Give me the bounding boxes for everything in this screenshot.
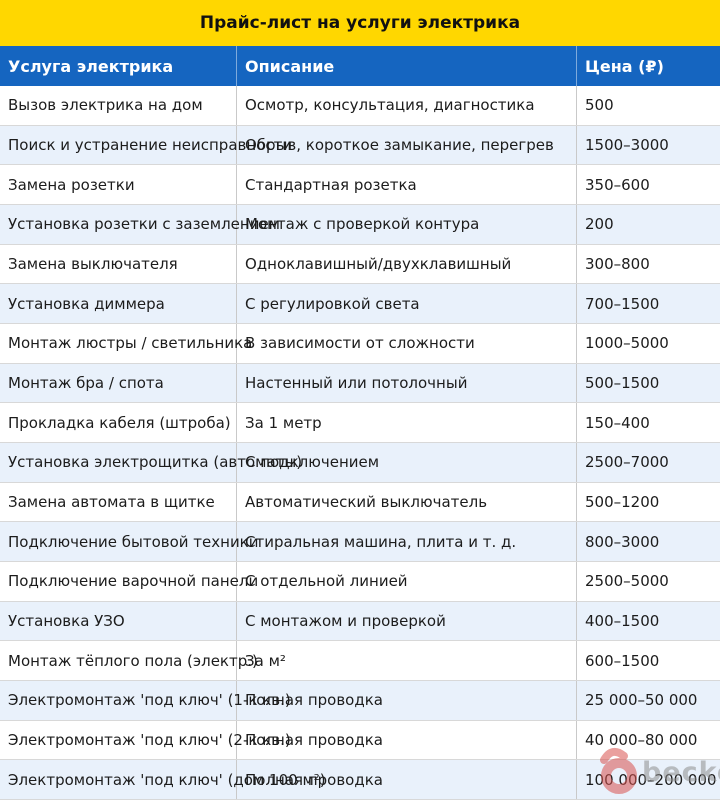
price-cell: 500–1200 xyxy=(585,492,660,511)
table-row: Электромонтаж 'под ключ' (дом 100 м²) По… xyxy=(0,760,720,800)
price-cell: 1500–3000 xyxy=(585,135,669,154)
table-row: Установка электрощитка (автоматы) С подк… xyxy=(0,443,720,483)
table-row: Подключение бытовой техники Стиральная м… xyxy=(0,522,720,562)
service-cell: Замена выключателя xyxy=(0,244,237,284)
description-cell: С подключением xyxy=(237,443,577,482)
table-row: Подключение варочной панели С отдельной … xyxy=(0,562,720,602)
description-cell: За 1 метр xyxy=(237,403,577,442)
service-cell: Установка УЗО xyxy=(0,601,237,641)
service-cell: Замена автомата в щитке xyxy=(0,482,237,522)
price-cell: 400–1500 xyxy=(585,611,660,630)
service-cell: Вызов электрика на дом xyxy=(0,86,237,125)
price-cell: 2500–7000 xyxy=(585,453,669,472)
description-cell: Стиральная машина, плита и т. д. xyxy=(237,522,577,561)
price-cell: 500–1500 xyxy=(585,373,660,392)
table-row: Замена выключателя Одноклавишный/двухкла… xyxy=(0,244,720,285)
service-cell: Электромонтаж 'под ключ' (1-к кв.) xyxy=(0,681,291,720)
column-header-description: Описание xyxy=(237,46,577,86)
table-row: Установка УЗО С монтажом и проверкой 400… xyxy=(0,601,720,642)
description-cell: Монтаж с проверкой контура xyxy=(237,205,577,244)
table-row: Монтаж тёплого пола (электр.) За м² 600–… xyxy=(0,641,720,681)
price-cell: 500 xyxy=(585,96,614,115)
table-body: Вызов электрика на дом Осмотр, консульта… xyxy=(0,86,720,800)
description-cell: Полная проводка xyxy=(237,760,577,799)
price-cell: 2500–5000 xyxy=(585,572,669,591)
table-row: Электромонтаж 'под ключ' (2-к кв.) Полна… xyxy=(0,720,720,761)
service-cell: Подключение варочной панели xyxy=(0,562,258,601)
service-cell: Установка розетки с заземлением xyxy=(0,205,280,244)
table-row: Монтаж люстры / светильника В зависимост… xyxy=(0,324,720,364)
table-row: Электромонтаж 'под ключ' (1-к кв.) Полна… xyxy=(0,681,720,721)
service-cell: Замена розетки xyxy=(0,165,237,204)
price-cell: 300–800 xyxy=(585,254,650,273)
column-header-service: Услуга электрика xyxy=(0,46,237,86)
service-cell: Подключение бытовой техники xyxy=(0,522,259,561)
service-cell: Электромонтаж 'под ключ' (дом 100 м²) xyxy=(0,760,326,799)
price-cell: 350–600 xyxy=(585,175,650,194)
description-cell: Полная проводка xyxy=(237,681,577,720)
service-cell: Электромонтаж 'под ключ' (2-к кв.) xyxy=(0,720,291,760)
table-row: Установка розетки с заземлением Монтаж с… xyxy=(0,205,720,245)
table-row: Установка диммера С регулировкой света 7… xyxy=(0,284,720,324)
page-title: Прайс-лист на услуги электрика xyxy=(0,0,720,46)
table-row: Поиск и устранение неисправности Обрыв, … xyxy=(0,125,720,166)
description-cell: С монтажом и проверкой xyxy=(237,601,577,641)
description-cell: В зависимости от сложности xyxy=(237,324,577,363)
price-cell: 40 000–80 000 xyxy=(585,730,698,749)
price-cell: 200 xyxy=(585,215,614,234)
description-cell: За м² xyxy=(237,641,577,680)
description-cell: Автоматический выключатель xyxy=(237,482,577,522)
service-cell: Прокладка кабеля (штроба) xyxy=(0,403,237,442)
price-cell: 100 000–200 000 xyxy=(585,770,717,789)
service-cell: Установка электрощитка (автоматы) xyxy=(0,443,302,482)
description-cell: С регулировкой света xyxy=(237,284,577,323)
service-cell: Монтаж люстры / светильника xyxy=(0,324,252,363)
price-cell: 800–3000 xyxy=(585,532,660,551)
price-cell: 150–400 xyxy=(585,413,650,432)
price-cell: 25 000–50 000 xyxy=(585,691,698,710)
table-header-row: Услуга электрика Описание Цена (₽) xyxy=(0,46,720,86)
price-cell: 600–1500 xyxy=(585,651,660,670)
table-row: Замена автомата в щитке Автоматический в… xyxy=(0,482,720,523)
description-cell: Полная проводка xyxy=(237,720,577,760)
description-cell: Одноклавишный/двухклавишный xyxy=(237,244,577,284)
description-cell: Осмотр, консультация, диагностика xyxy=(237,86,577,125)
table-row: Прокладка кабеля (штроба) За 1 метр 150–… xyxy=(0,403,720,443)
description-cell: Стандартная розетка xyxy=(237,165,577,204)
service-cell: Монтаж тёплого пола (электр.) xyxy=(0,641,258,680)
table-row: Замена розетки Стандартная розетка 350–6… xyxy=(0,165,720,205)
price-cell: 700–1500 xyxy=(585,294,660,313)
service-cell: Поиск и устранение неисправности xyxy=(0,125,292,165)
table-row: Вызов электрика на дом Осмотр, консульта… xyxy=(0,86,720,126)
column-header-price: Цена (₽) xyxy=(585,56,664,76)
service-cell: Установка диммера xyxy=(0,284,237,323)
price-cell: 1000–5000 xyxy=(585,334,669,353)
description-cell: С отдельной линией xyxy=(237,562,577,601)
description-cell: Обрыв, короткое замыкание, перегрев xyxy=(237,125,577,165)
table-row: Монтаж бра / спота Настенный или потолоч… xyxy=(0,363,720,404)
description-cell: Настенный или потолочный xyxy=(237,363,577,403)
service-cell: Монтаж бра / спота xyxy=(0,363,237,403)
